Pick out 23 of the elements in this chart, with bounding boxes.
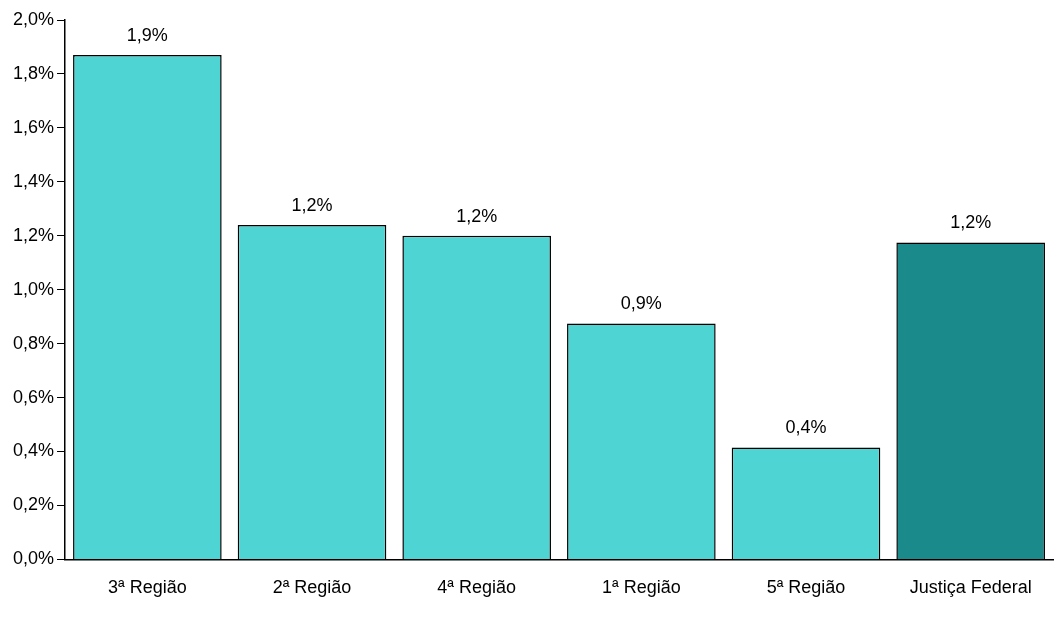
x-tick-label: 2ª Região [272,577,352,598]
y-tick-label: 0,4% [13,440,55,461]
y-tick-label: 0,0% [13,548,55,569]
x-tick-label: 1ª Região [601,577,681,598]
data-label: 1,9% [126,25,168,46]
y-tick-label: 1,2% [13,224,55,245]
y-tick-label: 0,2% [13,494,55,515]
y-tick-label: 1,8% [13,62,55,83]
data-label: 0,4% [785,417,827,438]
data-label: 1,2% [291,194,333,215]
y-tick-label: 1,6% [13,116,55,137]
data-label: 0,9% [620,293,662,314]
x-tick-label: 4ª Região [437,577,517,598]
x-tick-label: 5ª Região [766,577,846,598]
y-tick-label: 0,8% [13,332,55,353]
y-tick-label: 0,6% [13,386,55,407]
data-label: 1,2% [950,212,992,233]
x-tick-label: 3ª Região [108,577,187,598]
y-tick-label: 2,0% [13,8,55,29]
y-tick-label: 1,4% [13,170,55,191]
x-tick-label: Justiça Federal [909,577,1032,598]
data-label: 1,2% [456,205,498,226]
y-tick-label: 1,0% [13,278,55,299]
